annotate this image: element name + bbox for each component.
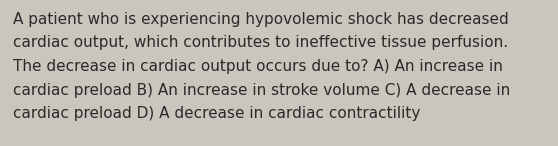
Text: cardiac preload D) A decrease in cardiac contractility: cardiac preload D) A decrease in cardiac… — [13, 106, 420, 121]
Text: cardiac output, which contributes to ineffective tissue perfusion.: cardiac output, which contributes to ine… — [13, 35, 508, 51]
Text: cardiac preload B) An increase in stroke volume C) A decrease in: cardiac preload B) An increase in stroke… — [13, 82, 510, 98]
Text: The decrease in cardiac output occurs due to? A) An increase in: The decrease in cardiac output occurs du… — [13, 59, 503, 74]
Text: A patient who is experiencing hypovolemic shock has decreased: A patient who is experiencing hypovolemi… — [13, 12, 509, 27]
